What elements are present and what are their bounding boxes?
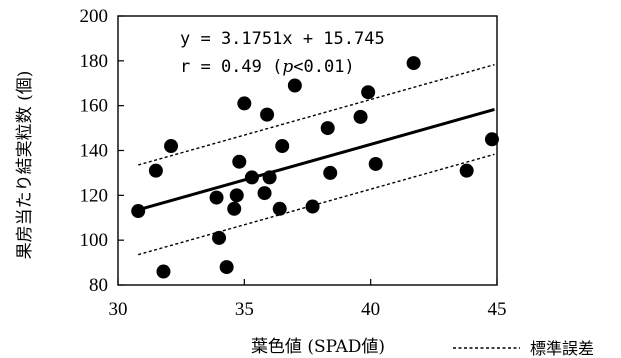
y-tick-label: 100 — [80, 230, 109, 251]
data-point — [323, 165, 338, 180]
data-point — [209, 190, 224, 205]
regression-line-group — [137, 108, 495, 212]
data-point — [232, 154, 247, 169]
lower-standard-error-line — [138, 153, 495, 256]
data-point — [406, 56, 421, 71]
data-point — [164, 139, 179, 154]
y-tick-label: 120 — [80, 185, 109, 206]
regression-line — [137, 108, 495, 212]
y-tick-label: 140 — [80, 141, 109, 162]
data-point — [148, 163, 163, 178]
x-tick-label: 40 — [361, 299, 380, 320]
y-tick-label: 80 — [89, 275, 108, 296]
data-point — [219, 260, 234, 275]
legend-label: 標準誤差 — [530, 339, 594, 358]
data-point — [237, 96, 252, 111]
data-point — [131, 204, 146, 219]
data-point — [156, 264, 171, 279]
data-points — [131, 56, 499, 279]
y-axis-ticks: 80 100 120 140 160 180 200 — [80, 6, 124, 296]
data-point — [275, 139, 290, 154]
x-tick-label: 30 — [109, 299, 128, 320]
correlation-prefix: r = 0.49 ( — [180, 57, 282, 77]
data-point — [244, 170, 259, 185]
data-point — [459, 163, 474, 178]
correlation-p-italic: p — [282, 57, 293, 77]
data-point — [272, 201, 287, 216]
data-point — [353, 109, 368, 124]
data-point — [227, 201, 242, 216]
data-point — [305, 199, 320, 214]
y-tick-label: 180 — [80, 51, 109, 72]
data-point — [361, 85, 376, 100]
data-point — [229, 188, 244, 203]
data-point — [262, 170, 277, 185]
correlation-annotation: r = 0.49 (p<0.01) — [180, 57, 355, 77]
data-point — [368, 156, 383, 171]
data-point — [257, 186, 272, 201]
y-tick-label: 160 — [80, 96, 109, 117]
data-point — [484, 132, 499, 147]
data-point — [287, 78, 302, 93]
y-axis-title: 果房当たり結実粒数 (個) — [15, 71, 35, 260]
x-axis-title: 葉色値 (SPAD値) — [251, 337, 385, 357]
data-point — [320, 121, 335, 136]
y-tick-label: 200 — [80, 6, 109, 27]
x-tick-label: 35 — [235, 299, 254, 320]
equation-annotation: y = 3.1751x + 15.745 — [180, 29, 385, 49]
standard-error-lines — [138, 63, 495, 256]
correlation-suffix: <0.01) — [293, 57, 354, 77]
x-axis-ticks: 30 35 40 45 — [109, 279, 507, 320]
data-point — [212, 230, 227, 245]
upper-standard-error-line — [138, 63, 495, 166]
data-point — [260, 107, 275, 122]
x-tick-label: 45 — [488, 299, 507, 320]
